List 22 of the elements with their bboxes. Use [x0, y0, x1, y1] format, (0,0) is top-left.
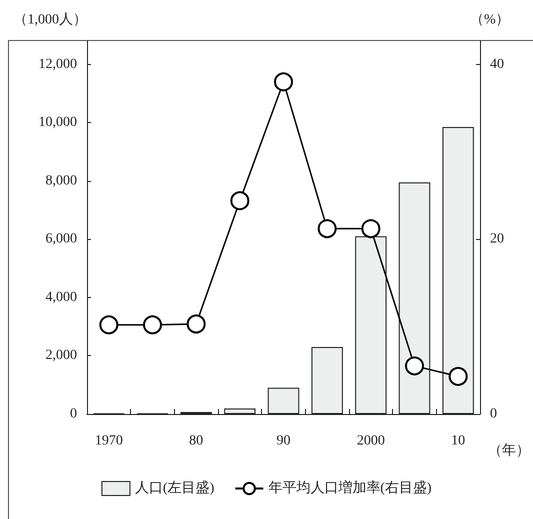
x-tick-label: 10 [451, 434, 466, 448]
y-tick-label: 0 [70, 406, 77, 422]
y2-tick-label: 0 [490, 406, 497, 422]
x-tick-label: 2000 [356, 434, 385, 448]
x-tick-label: 90 [276, 434, 290, 448]
x-axis-title: （年） [488, 442, 530, 458]
legend-label: 年平均人口増加率(右目盛) [268, 479, 432, 496]
y2-tick-label: 20 [490, 232, 504, 247]
y-tick-label: 12,000 [38, 56, 77, 72]
y-axis-title: （1,000人） [14, 12, 87, 28]
legend-label: 人口(左目盛) [134, 480, 215, 496]
point [448, 366, 468, 386]
y-tick-label: 6,000 [46, 232, 77, 247]
x-tick-label: 1970 [94, 434, 123, 448]
y-tick-label: 10,000 [38, 115, 77, 130]
y-tick-label: 8,000 [46, 173, 77, 188]
y-tick-label: 4,000 [46, 290, 77, 305]
y2-tick-label: 40 [490, 56, 504, 72]
point [405, 356, 424, 376]
y2-axis-title: （%） [470, 12, 510, 28]
x-tick-label: 80 [189, 434, 204, 448]
y-tick-label: 2,000 [46, 348, 77, 364]
